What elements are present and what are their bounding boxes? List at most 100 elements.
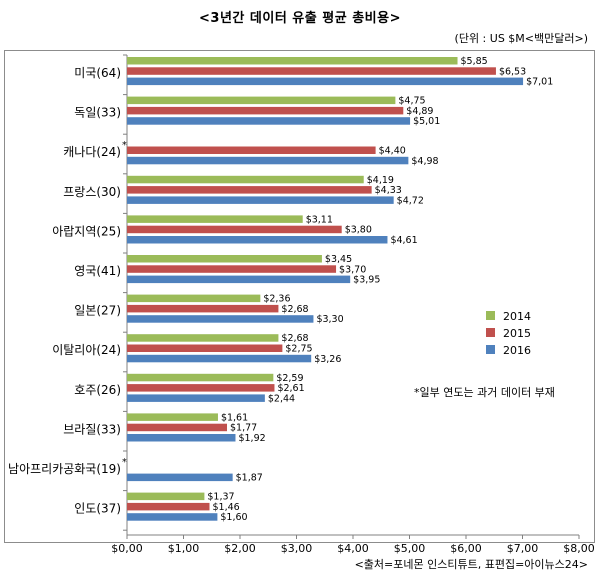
data-label: $2,44	[268, 393, 295, 404]
bar-2014	[127, 413, 218, 421]
bar-2015	[127, 304, 279, 313]
legend-label: 2015	[503, 327, 531, 340]
data-label: $1,77	[230, 423, 257, 434]
bar-2015	[127, 225, 342, 234]
bar-2015	[127, 67, 496, 75]
x-tick-label: $0,00	[111, 542, 143, 555]
bar-2014	[127, 215, 303, 223]
bar-2015	[127, 186, 372, 194]
category-footnote-mark: *	[122, 457, 127, 468]
category-label: 프랑스(30)	[63, 185, 121, 199]
data-label: $4,89	[406, 106, 433, 117]
bar-2014	[127, 57, 458, 65]
x-tick-label: $4,00	[337, 542, 369, 555]
data-label: $1,61	[221, 412, 248, 423]
category-label: 일본(27)	[74, 304, 121, 318]
bar-2015	[127, 146, 376, 154]
legend-label: 2014	[503, 310, 531, 323]
bar-2015	[127, 265, 337, 273]
bar-2015	[127, 106, 404, 115]
bar-2014	[127, 96, 396, 105]
x-tick-label: $2,00	[224, 542, 256, 555]
category-label: 캐나다(24)	[63, 145, 121, 159]
bar-2016	[127, 315, 314, 323]
chart-frame	[4, 50, 595, 543]
unit-label: (단위 : US $M<백만달러>)	[454, 32, 588, 45]
data-label: $3,26	[314, 354, 341, 365]
bar-2016	[127, 117, 411, 125]
footnote: *일부 연도는 과거 데이터 부재	[414, 385, 555, 399]
data-label: $4,40	[379, 146, 406, 157]
x-tick-label: $6,00	[450, 542, 482, 555]
category-label: 미국(64)	[74, 66, 121, 80]
category-label: 남아프리카공화국(19)	[8, 462, 121, 476]
bar-2016	[127, 354, 312, 363]
data-label: $4,98	[411, 156, 438, 167]
bar-2014	[127, 334, 279, 342]
data-label: $3,95	[353, 275, 380, 286]
data-label: $3,70	[339, 264, 366, 275]
bar-2014	[127, 255, 322, 263]
data-label: $4,19	[367, 175, 394, 186]
category-label: 아랍지역(25)	[52, 224, 121, 238]
category-label: 영국(41)	[74, 264, 121, 278]
data-label: $4,33	[375, 185, 402, 196]
data-label: $2,59	[276, 373, 303, 384]
legend-swatch-2016	[486, 345, 495, 354]
bar-2014	[127, 294, 261, 303]
category-label: 호주(26)	[74, 383, 121, 397]
data-label: $1,37	[207, 492, 234, 503]
data-label: $3,80	[345, 225, 372, 236]
data-label: $5,85	[461, 56, 488, 67]
bar-2016	[127, 156, 409, 165]
bar-2016	[127, 473, 233, 482]
data-label: $3,11	[306, 214, 333, 225]
data-label: $4,61	[390, 235, 417, 246]
x-tick-label: $5,00	[394, 542, 426, 555]
bar-2015	[127, 502, 210, 511]
bar-2014	[127, 373, 274, 382]
bar-2015	[127, 344, 283, 352]
data-label: $1,60	[220, 512, 247, 523]
data-label: $1,92	[238, 433, 265, 444]
data-label: $2,75	[285, 344, 312, 355]
category-label: 독일(33)	[74, 106, 121, 120]
bar-2016	[127, 434, 236, 442]
data-label: $2,36	[263, 294, 290, 305]
data-label: $1,87	[236, 473, 263, 484]
data-label: $7,01	[526, 77, 553, 88]
bar-2016	[127, 394, 265, 402]
category-label: 인도(37)	[74, 502, 121, 516]
bar-2014	[127, 492, 205, 501]
x-tick-label: $1,00	[168, 542, 200, 555]
x-tick-label: $3,00	[281, 542, 313, 555]
data-label: $6,53	[499, 66, 526, 77]
legend-label: 2016	[503, 344, 531, 357]
legend-swatch-2015	[486, 328, 495, 337]
x-tick-label: $7,00	[507, 542, 539, 555]
data-label: $4,75	[398, 96, 425, 107]
legend-swatch-2014	[486, 311, 495, 320]
data-label: $2,68	[281, 333, 308, 344]
category-footnote-mark: *	[122, 140, 127, 151]
data-label: $4,72	[397, 195, 424, 206]
data-label: $2,61	[277, 383, 304, 394]
bar-2016	[127, 77, 524, 86]
data-label: $2,68	[281, 304, 308, 315]
data-label: $5,01	[413, 116, 440, 127]
bar-2015	[127, 384, 275, 392]
data-label: $3,45	[325, 254, 352, 265]
bar-2016	[127, 236, 388, 244]
chart-title: <3년간 데이터 유출 평균 총비용>	[199, 11, 401, 26]
bar-2016	[127, 513, 218, 521]
x-tick-label: $8,00	[563, 542, 595, 555]
data-label: $1,46	[212, 502, 239, 513]
category-label: 브라질(33)	[63, 422, 121, 436]
bar-2015	[127, 423, 228, 432]
source-note: <출처=포네몬 인스티튜트, 표편집=아이뉴스24>	[354, 558, 588, 571]
bar-2014	[127, 175, 364, 184]
bar-2016	[127, 196, 394, 204]
data-label: $3,30	[316, 314, 343, 325]
category-label: 이탈리아(24)	[52, 343, 121, 357]
